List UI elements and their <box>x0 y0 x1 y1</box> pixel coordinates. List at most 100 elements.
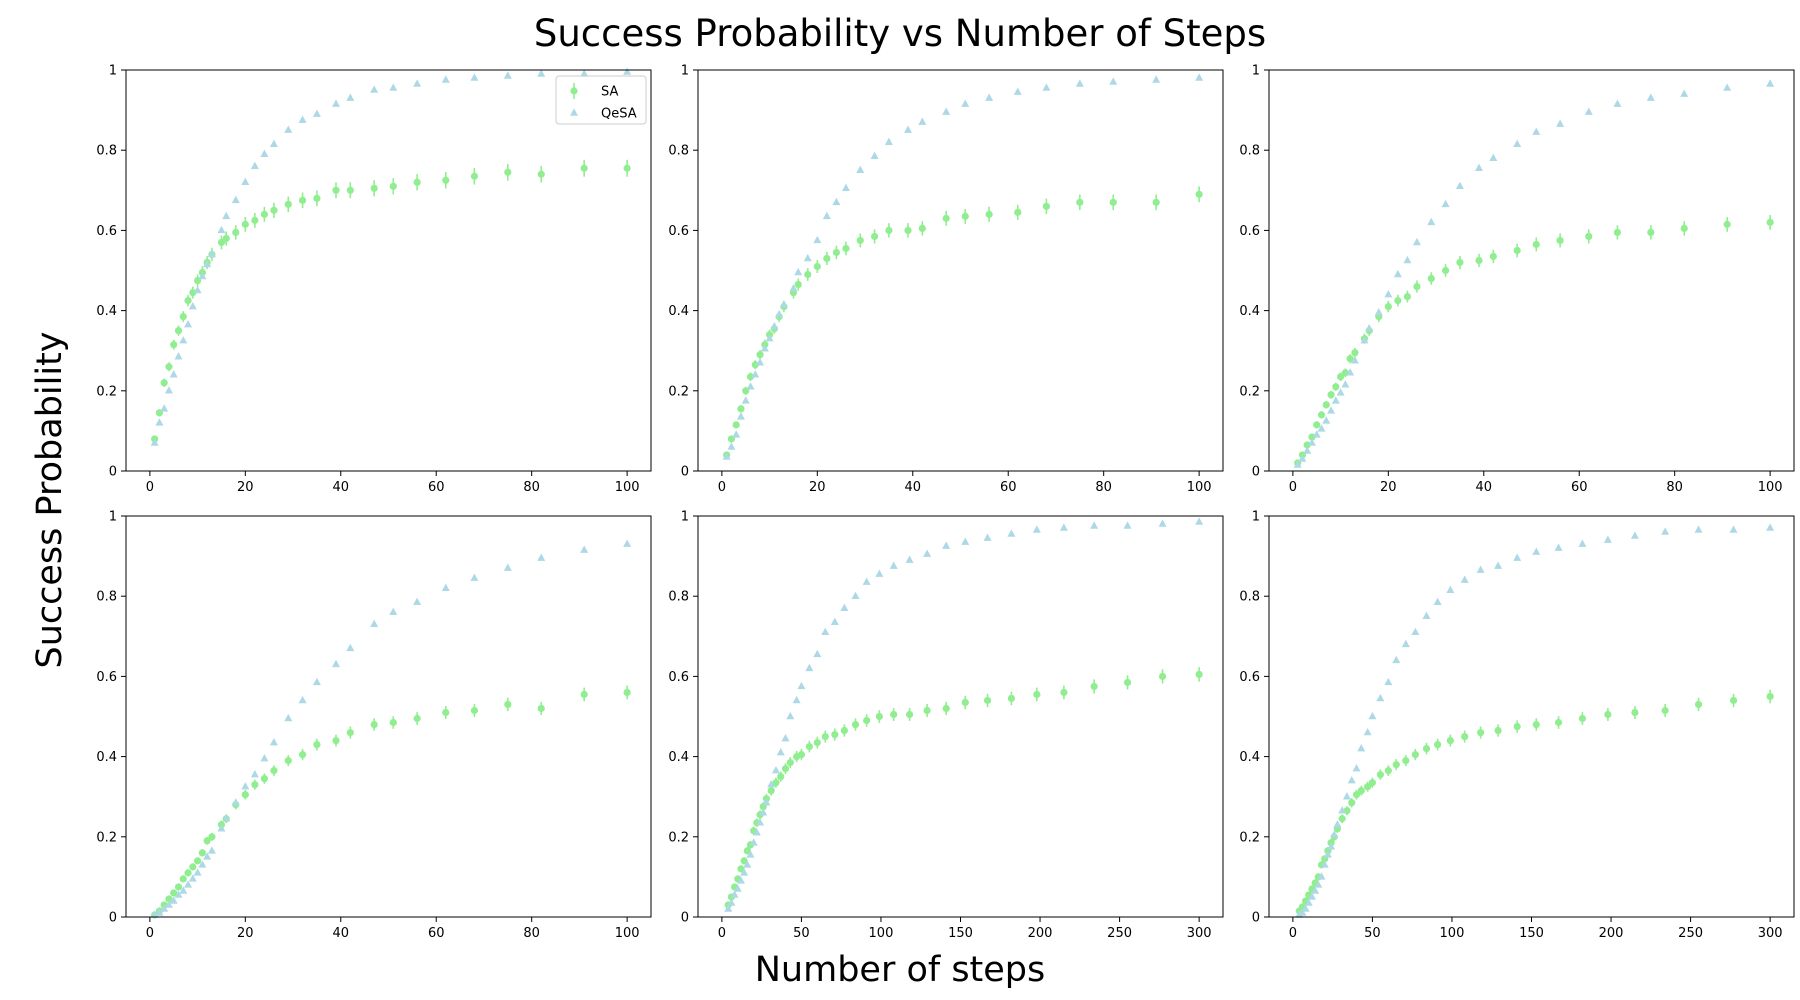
data-point <box>1694 700 1703 709</box>
data-point <box>370 619 379 628</box>
data-point <box>733 884 742 892</box>
data-point <box>1090 521 1099 529</box>
data-point <box>623 539 632 547</box>
data-point <box>904 226 912 234</box>
data-point <box>1613 99 1622 107</box>
data-point <box>250 161 259 169</box>
data-point <box>762 798 771 806</box>
data-point <box>170 341 178 349</box>
data-point <box>736 876 745 884</box>
data-point <box>1646 93 1655 101</box>
y-tick-label: 1 <box>109 510 117 525</box>
data-point <box>160 904 169 912</box>
data-point <box>580 164 588 172</box>
data-point <box>823 254 831 263</box>
data-point <box>1307 438 1316 446</box>
data-point <box>1346 355 1354 363</box>
data-point <box>1295 910 1304 918</box>
data-point <box>1513 246 1521 255</box>
data-point <box>942 107 951 115</box>
data-point <box>863 716 871 725</box>
data-point <box>772 779 780 787</box>
axes-frame <box>125 515 652 918</box>
data-point <box>1152 198 1160 206</box>
data-point <box>189 288 197 297</box>
data-point <box>251 781 259 789</box>
figure-title: Success Probability vs Number of Steps <box>533 12 1267 55</box>
axes-frame <box>1268 69 1795 472</box>
data-point <box>903 125 913 133</box>
series-qesa <box>722 73 1204 460</box>
data-point <box>1476 565 1485 573</box>
data-point <box>1317 411 1326 419</box>
x-tick-label: 40 <box>904 480 921 495</box>
data-point <box>1413 282 1421 291</box>
x-tick-label: 100 <box>615 480 640 495</box>
data-point <box>208 833 216 841</box>
data-point <box>1330 830 1339 838</box>
data-point <box>727 898 736 906</box>
data-point <box>961 698 969 707</box>
data-point <box>217 824 226 832</box>
data-point <box>805 663 814 672</box>
data-point <box>1322 416 1331 424</box>
data-point <box>313 194 321 202</box>
data-point <box>1312 430 1321 438</box>
y-tick-label: 0.4 <box>96 750 117 765</box>
data-point <box>756 351 764 359</box>
data-point <box>580 545 589 553</box>
data-point <box>1474 163 1484 172</box>
y-tick-label: 0 <box>681 465 689 480</box>
data-point <box>746 850 755 858</box>
data-point <box>1298 454 1307 462</box>
data-point <box>1392 655 1401 664</box>
data-point <box>781 733 790 742</box>
y-tick-label: 0.6 <box>96 224 117 239</box>
data-point <box>1304 898 1313 906</box>
data-point <box>1604 710 1612 719</box>
data-point <box>370 85 379 93</box>
data-point <box>1766 523 1775 531</box>
data-point <box>150 438 159 446</box>
legend-marker <box>569 108 579 116</box>
data-point <box>918 224 926 232</box>
x-tick-label: 100 <box>615 926 640 941</box>
data-point <box>942 541 951 549</box>
data-point <box>792 695 801 704</box>
data-point <box>442 708 450 717</box>
data-point <box>1422 611 1431 620</box>
data-point <box>851 720 860 729</box>
series-qesa <box>1295 523 1775 918</box>
data-point <box>746 373 755 381</box>
y-tick-label: 1 <box>681 64 689 79</box>
series-sa <box>1295 689 1774 915</box>
data-point <box>1090 682 1098 691</box>
data-point <box>623 688 631 697</box>
data-point <box>1298 908 1307 916</box>
data-point <box>840 603 849 611</box>
data-point <box>905 555 914 563</box>
data-point <box>165 363 173 371</box>
data-point <box>332 186 340 194</box>
data-point <box>389 718 397 727</box>
data-point <box>1554 718 1563 727</box>
data-point <box>1446 585 1455 593</box>
subplot-6: 0 50 100 150 200 250 300 0 0.2 0.4 0.6 0.8 1 <box>1239 510 1795 941</box>
data-point <box>155 908 164 916</box>
data-point <box>1032 525 1041 533</box>
data-point <box>1364 783 1372 791</box>
data-point <box>743 860 752 868</box>
legend-box <box>555 75 647 125</box>
series-sa <box>1294 215 1774 467</box>
data-point <box>1195 517 1204 525</box>
data-point <box>580 690 588 699</box>
data-point <box>1060 688 1068 697</box>
x-tick-label: 40 <box>1475 480 1492 495</box>
data-point <box>1532 240 1540 249</box>
data-point <box>1723 220 1731 228</box>
data-point <box>890 710 898 719</box>
data-point <box>1401 639 1410 648</box>
data-point <box>749 838 758 846</box>
data-point <box>746 382 755 390</box>
data-point <box>1384 677 1393 686</box>
